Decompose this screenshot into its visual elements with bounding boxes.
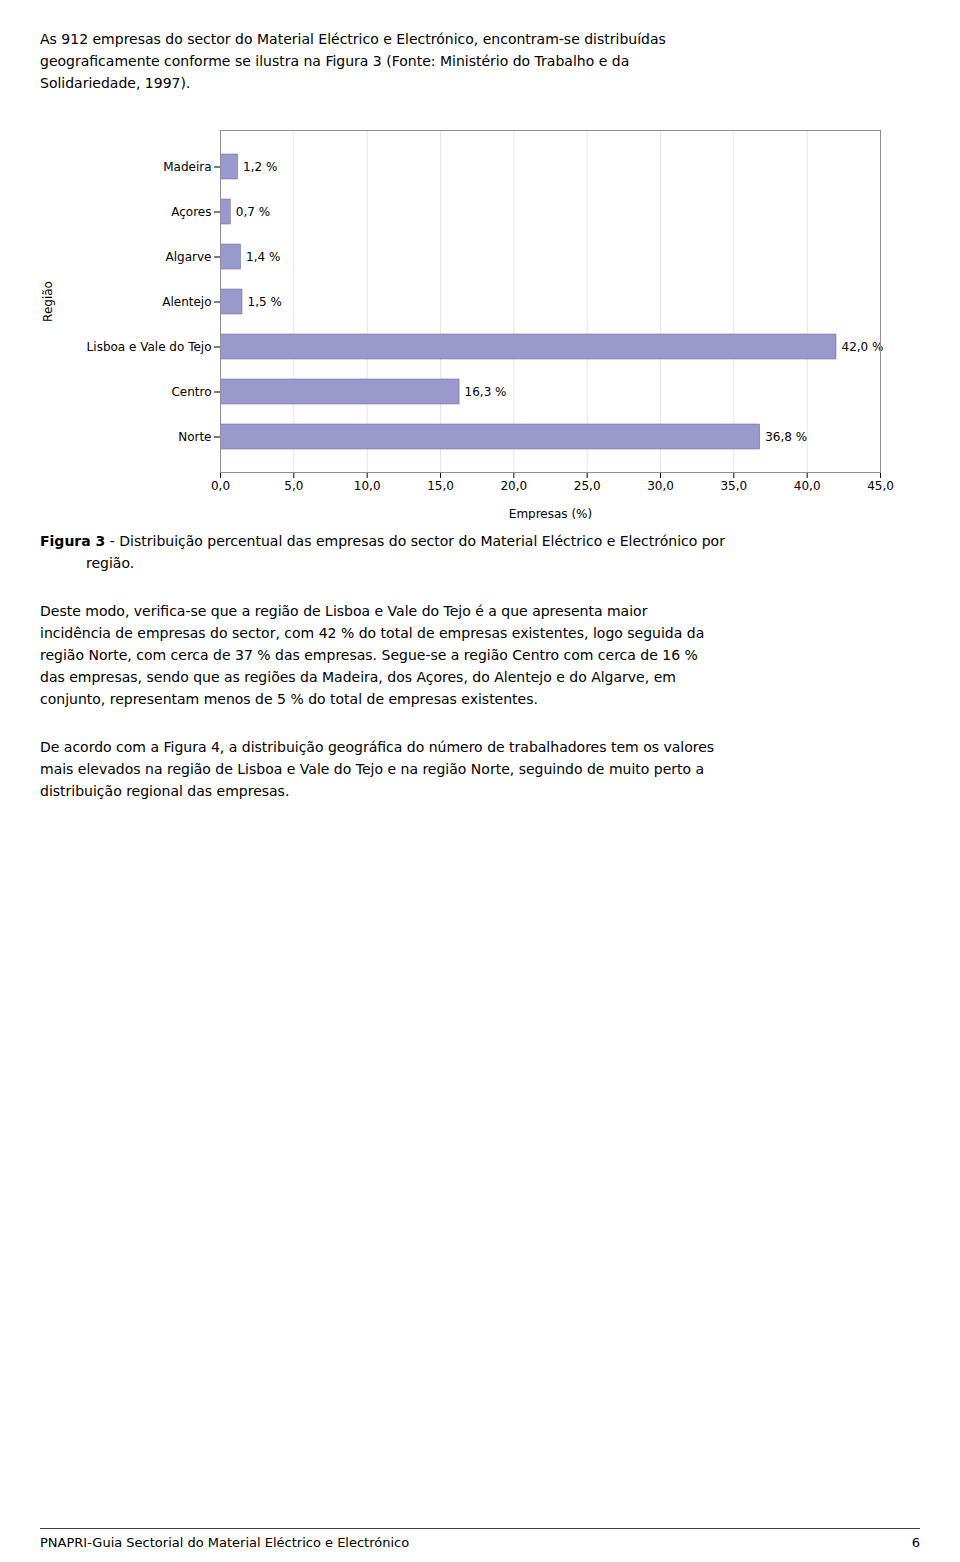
svg-text:15,0: 15,0 <box>427 479 454 493</box>
html-text:distribuição regional das empr: distribuição regional das empresas. <box>40 783 290 799</box>
svg-text:Região: Região <box>41 281 55 322</box>
svg-text:Lisboa e Vale do Tejo: Lisboa e Vale do Tejo <box>87 340 212 354</box>
svg-text:1,4 %: 1,4 % <box>246 250 280 264</box>
html-text:PNAPRI-Guia Sectorial do Mater: PNAPRI-Guia Sectorial do Material Eléctr… <box>40 1535 410 1550</box>
svg-text:5,0: 5,0 <box>284 479 303 493</box>
svg-text:35,0: 35,0 <box>720 479 747 493</box>
svg-text:Empresas (%): Empresas (%) <box>509 507 592 521</box>
svg-text:30,0: 30,0 <box>647 479 674 493</box>
html-text:conjunto, representam menos de: conjunto, representam menos de 5 % do to… <box>40 691 538 707</box>
html-text:geograficamente conforme se il: geograficamente conforme se ilustra na F… <box>40 53 630 69</box>
svg-text:42,0 %: 42,0 % <box>842 340 884 354</box>
svg-text:1,5 %: 1,5 % <box>248 295 282 309</box>
svg-text:45,0: 45,0 <box>867 479 894 493</box>
svg-text:Norte: Norte <box>178 430 211 444</box>
svg-text:Madeira: Madeira <box>163 160 211 174</box>
html-text:Solidariedade, 1997).: Solidariedade, 1997). <box>40 75 191 91</box>
svg-text:Algarve: Algarve <box>166 250 212 264</box>
svg-text:0,7 %: 0,7 % <box>236 205 270 219</box>
svg-text:20,0: 20,0 <box>500 479 527 493</box>
svg-text:36,8 %: 36,8 % <box>765 430 807 444</box>
html-text:Deste modo, verifica-se que a: Deste modo, verifica-se que a região de … <box>40 603 648 619</box>
svg-text:16,3 %: 16,3 % <box>465 385 507 399</box>
svg-text:0,0: 0,0 <box>211 479 230 493</box>
html-text:As 912 empresas do sector do M: As 912 empresas do sector do Material El… <box>40 31 666 47</box>
svg-text:40,0: 40,0 <box>794 479 821 493</box>
svg-text:Alentejo: Alentejo <box>162 295 211 309</box>
svg-text:10,0: 10,0 <box>354 479 381 493</box>
svg-text:1,2 %: 1,2 % <box>243 160 277 174</box>
html-text:região Norte, com cerca de 37: região Norte, com cerca de 37 % das empr… <box>40 647 698 663</box>
html-text:Figura 3 - Distribuição percen: Figura 3 - Distribuição percentual das e… <box>40 533 725 549</box>
html-text:De acordo com a Figura 4, a di: De acordo com a Figura 4, a distribuição… <box>40 739 715 755</box>
html-text:incidência de empresas do sect: incidência de empresas do sector, com 42… <box>40 625 705 641</box>
html-text:mais elevados na região de Lis: mais elevados na região de Lisboa e Vale… <box>40 761 705 777</box>
html-text:das empresas, sendo que as reg: das empresas, sendo que as regiões da Ma… <box>40 669 676 685</box>
svg-text:Centro: Centro <box>171 385 211 399</box>
html-text:região.: região. <box>86 555 135 571</box>
html-text:6: 6 <box>911 1535 920 1550</box>
svg-text:Açores: Açores <box>171 205 211 219</box>
svg-text:25,0: 25,0 <box>574 479 601 493</box>
